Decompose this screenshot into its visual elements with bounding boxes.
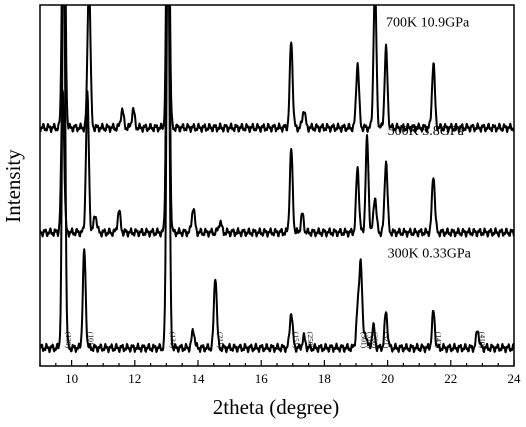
x-tick-label: 18 xyxy=(318,371,331,386)
series-line xyxy=(40,5,514,238)
x-tick-label: 16 xyxy=(255,371,269,386)
hkl-label: (321) xyxy=(382,332,391,349)
x-tick-label: 22 xyxy=(444,371,457,386)
x-tick-label: 12 xyxy=(128,371,141,386)
hkl-label: (101) xyxy=(86,332,95,349)
hkl-label: (410) xyxy=(478,332,487,349)
plot-frame-rect xyxy=(39,4,515,367)
hkl-label: (130) xyxy=(64,332,73,349)
series-annotation: 500K 5.8GPa xyxy=(388,124,465,139)
x-axis-title: 2theta (degree) xyxy=(213,395,340,419)
y-axis-title: Intensity xyxy=(1,149,25,223)
series-line xyxy=(40,5,514,354)
x-ticks: 10 12 14 16 18 20 22 24 xyxy=(39,360,522,386)
x-tick-label: 10 xyxy=(65,371,78,386)
series-line xyxy=(40,5,514,134)
x-tick-label: 14 xyxy=(192,371,206,386)
series-annotations: 700K 10.9GPa 500K 5.8GPa 300K 0.33GPa xyxy=(386,16,472,262)
series-lines xyxy=(40,5,514,354)
x-tick-label: 20 xyxy=(381,371,394,386)
series-annotation: 300K 0.33GPa xyxy=(388,247,472,262)
plot-frame xyxy=(39,4,515,367)
hkl-label: (311) xyxy=(365,332,374,348)
hkl-label: (131) xyxy=(169,332,178,349)
x-tick-label: 24 xyxy=(508,371,522,386)
hkl-label: (211) xyxy=(216,332,225,348)
hkl-labels: (130) (101) (131) (211) (151) (250) (301)(311)… xyxy=(64,332,487,349)
hkl-label: (250) xyxy=(306,332,315,349)
hkl-label: (301) xyxy=(360,332,369,349)
hkl-label: (151) xyxy=(292,332,301,349)
series-annotation: 700K 10.9GPa xyxy=(386,16,470,31)
hkl-label: (260) xyxy=(371,332,380,349)
hkl-label: (142) xyxy=(434,332,443,349)
